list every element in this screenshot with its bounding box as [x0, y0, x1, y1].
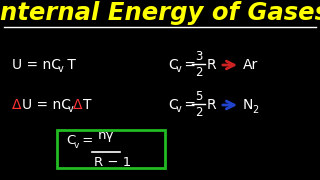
Text: Δ: Δ	[12, 98, 21, 112]
Text: 5: 5	[195, 91, 202, 104]
Text: Internal Energy of Gases: Internal Energy of Gases	[0, 1, 320, 25]
Text: U = nC: U = nC	[22, 98, 71, 112]
Text: R: R	[207, 58, 217, 72]
Text: C: C	[168, 58, 178, 72]
Text: C: C	[66, 134, 75, 147]
Text: v: v	[58, 64, 64, 74]
Text: R − 1: R − 1	[94, 156, 131, 168]
Text: R: R	[207, 98, 217, 112]
Text: 3: 3	[195, 51, 202, 64]
Text: T: T	[83, 98, 92, 112]
Text: U = nC: U = nC	[12, 58, 61, 72]
Text: v: v	[74, 141, 79, 150]
Text: N: N	[243, 98, 253, 112]
Text: v: v	[176, 104, 182, 114]
Text: Ar: Ar	[243, 58, 258, 72]
Text: 2: 2	[195, 66, 203, 78]
Text: nγ: nγ	[98, 129, 115, 143]
Text: Δ: Δ	[73, 98, 83, 112]
Text: T: T	[63, 58, 76, 72]
Text: =: =	[180, 98, 196, 112]
Text: v: v	[68, 104, 74, 114]
Text: 2: 2	[252, 105, 258, 115]
Text: v: v	[176, 64, 182, 74]
Text: 2: 2	[195, 105, 203, 118]
Text: =: =	[78, 134, 93, 147]
Text: C: C	[168, 98, 178, 112]
Text: =: =	[180, 58, 196, 72]
